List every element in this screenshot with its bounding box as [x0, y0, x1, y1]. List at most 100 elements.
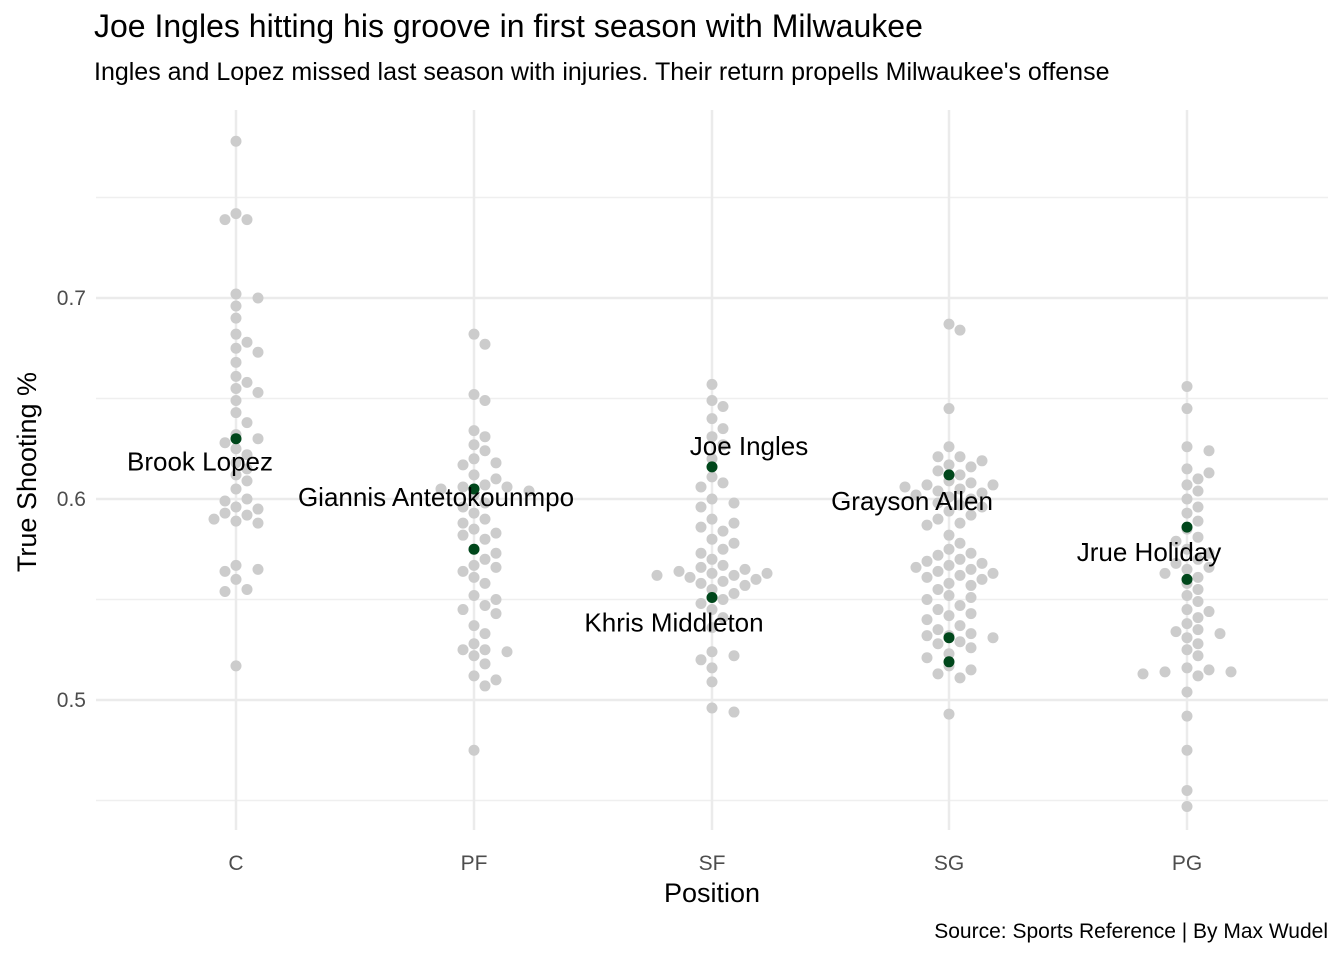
league-point: [468, 589, 480, 601]
league-point: [1181, 479, 1193, 491]
league-point: [230, 395, 242, 407]
league-point: [976, 487, 988, 499]
league-point: [965, 563, 977, 575]
league-point: [1192, 571, 1204, 583]
league-point: [921, 630, 933, 642]
league-point: [1192, 624, 1204, 636]
league-point: [728, 537, 740, 549]
league-point: [717, 439, 729, 451]
x-tick-label: C: [228, 852, 243, 875]
league-point: [230, 407, 242, 419]
y-tick-label: 0.5: [57, 689, 86, 712]
league-point: [943, 610, 955, 622]
league-point: [954, 483, 966, 495]
league-point: [932, 638, 944, 650]
league-point: [728, 497, 740, 509]
bucks-points: [230, 433, 1193, 668]
league-point: [468, 388, 480, 400]
league-point: [1192, 670, 1204, 682]
league-point: [468, 453, 480, 465]
league-point: [501, 481, 513, 493]
league-point: [943, 559, 955, 571]
league-point: [706, 702, 718, 714]
league-point: [1159, 666, 1171, 678]
league-point: [761, 567, 773, 579]
league-point: [230, 382, 242, 394]
league-point: [965, 608, 977, 620]
league-point: [1181, 380, 1193, 392]
league-point: [954, 620, 966, 632]
league-point: [479, 479, 491, 491]
league-point: [1181, 463, 1193, 475]
league-point: [976, 573, 988, 585]
bucks-point: [468, 543, 480, 555]
league-point: [943, 529, 955, 541]
league-point: [230, 501, 242, 513]
league-point: [490, 608, 502, 620]
league-point: [1203, 664, 1215, 676]
league-point: [728, 569, 740, 581]
league-point: [728, 650, 740, 662]
league-point: [230, 208, 242, 220]
league-point: [728, 587, 740, 599]
bucks-point: [468, 483, 480, 495]
league-point: [479, 644, 491, 656]
league-point: [1181, 543, 1193, 555]
league-point: [1192, 515, 1204, 527]
league-point: [230, 288, 242, 300]
league-point: [706, 567, 718, 579]
league-point: [1225, 666, 1237, 678]
league-point: [1203, 467, 1215, 479]
league-point: [932, 583, 944, 595]
league-point: [457, 565, 469, 577]
league-point: [230, 356, 242, 368]
league-point: [739, 563, 751, 575]
league-point: [943, 459, 955, 471]
league-point: [1181, 493, 1193, 505]
league-point: [1181, 589, 1193, 601]
bucks-point: [230, 433, 242, 445]
league-point: [932, 451, 944, 463]
league-point: [1192, 531, 1204, 543]
league-point: [1192, 596, 1204, 608]
league-point: [706, 646, 718, 658]
league-point: [457, 604, 469, 616]
league-point: [695, 501, 707, 513]
league-point: [230, 342, 242, 354]
league-point: [1192, 485, 1204, 497]
league-point: [717, 612, 729, 624]
league-point: [706, 583, 718, 595]
x-tick-labels: C PF SF SG PG: [228, 852, 1202, 875]
league-point: [921, 571, 933, 583]
league-point: [932, 513, 944, 525]
league-point: [717, 543, 729, 555]
bucks-point: [943, 632, 955, 644]
league-point: [241, 214, 253, 226]
y-tick-labels: 0.5 0.6 0.7: [57, 287, 86, 712]
league-point: [457, 517, 469, 529]
league-point: [468, 559, 480, 571]
league-point: [1192, 612, 1204, 624]
league-point: [695, 521, 707, 533]
league-point: [943, 543, 955, 555]
league-point: [954, 600, 966, 612]
league-point: [468, 425, 480, 437]
league-point: [252, 346, 264, 358]
league-point: [932, 604, 944, 616]
league-point: [1181, 618, 1193, 630]
league-point: [1192, 638, 1204, 650]
league-point: [490, 527, 502, 539]
league-point: [252, 292, 264, 304]
league-point: [457, 529, 469, 541]
bucks-point: [706, 591, 718, 603]
league-point: [457, 481, 469, 493]
league-point: [468, 507, 480, 519]
league-point: [695, 598, 707, 610]
player-labels: Brook Lopez Giannis Antetokounmpo Joe Ingl…: [127, 431, 1221, 638]
league-point: [1170, 535, 1182, 547]
league-point: [468, 744, 480, 756]
league-point: [976, 501, 988, 513]
league-point: [1181, 441, 1193, 453]
player-label: Giannis Antetokounmpo: [298, 482, 574, 512]
league-point: [1181, 686, 1193, 698]
